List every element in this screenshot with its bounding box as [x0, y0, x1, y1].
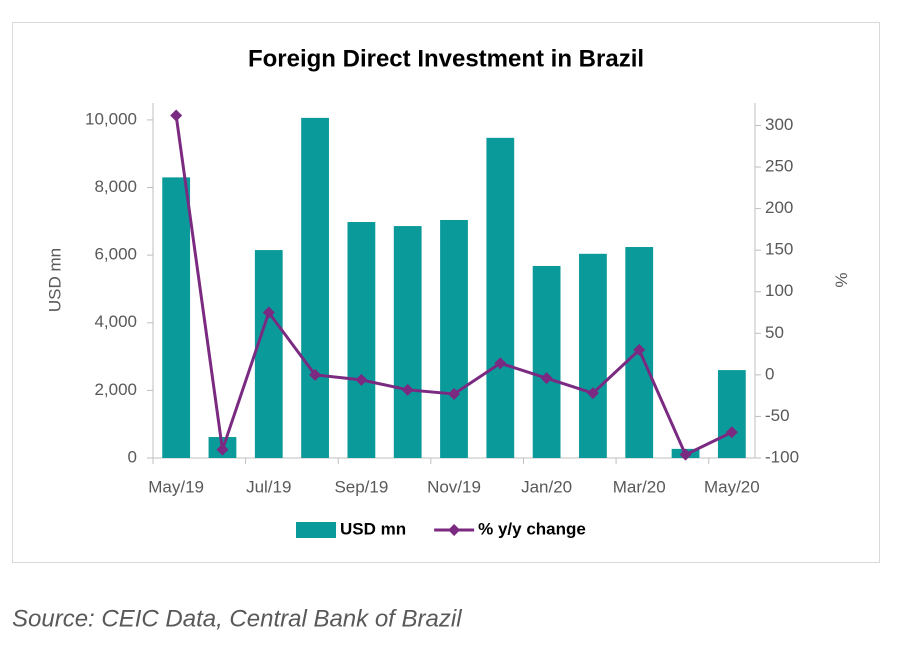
x-tick-label: Sep/19	[334, 477, 388, 496]
x-tick-label: Mar/20	[613, 477, 666, 496]
line-marker	[448, 387, 460, 400]
bar	[440, 219, 468, 458]
y-tick-label: 8,000	[94, 177, 137, 196]
bar	[254, 250, 283, 458]
line-marker	[633, 343, 646, 356]
line-marker	[540, 372, 553, 385]
y-tick-label: 4,000	[94, 312, 137, 331]
y2-tick-label: -50	[765, 406, 790, 425]
line-marker	[309, 368, 322, 381]
line-marker	[355, 373, 368, 386]
y2-axis-label: %	[832, 272, 851, 287]
y2-tick-label: 0	[765, 364, 774, 383]
y-axis-label: USD mn	[45, 248, 64, 312]
legend-label: USD mn	[340, 519, 406, 538]
x-tick-label: May/19	[148, 477, 204, 496]
line-marker	[401, 383, 414, 396]
y2-tick-label: 50	[765, 323, 784, 342]
line-marker	[679, 448, 692, 461]
bar	[532, 265, 561, 458]
bar	[301, 117, 329, 458]
legend-swatch	[296, 522, 336, 538]
y-tick-label: 0	[128, 447, 137, 466]
line-marker	[725, 426, 738, 439]
y2-tick-label: -100	[765, 447, 799, 466]
line-marker	[262, 306, 275, 319]
line-marker	[494, 357, 507, 370]
y-tick-label: 6,000	[94, 245, 137, 264]
bar	[486, 137, 515, 459]
y-tick-label: 10,000	[85, 109, 137, 128]
legend-label: % y/y change	[478, 519, 586, 538]
chart-title: Foreign Direct Investment in Brazil	[248, 45, 644, 72]
bar	[579, 253, 607, 458]
bar	[393, 226, 422, 458]
x-tick-label: Nov/19	[427, 477, 481, 496]
source-note: Source: CEIC Data, Central Bank of Brazi…	[12, 605, 462, 632]
line-marker	[170, 109, 183, 122]
x-tick-label: May/20	[704, 477, 760, 496]
line-marker	[216, 443, 229, 456]
x-tick-label: Jul/19	[246, 477, 291, 496]
y2-tick-label: 300	[765, 115, 793, 134]
line-marker	[586, 387, 599, 400]
bar	[717, 370, 746, 458]
y2-tick-label: 150	[765, 240, 793, 259]
bar	[347, 222, 376, 458]
x-tick-label: Jan/20	[521, 477, 572, 496]
y-tick-label: 2,000	[94, 380, 137, 399]
legend-swatch	[448, 524, 461, 536]
y2-tick-label: 100	[765, 281, 793, 300]
y2-tick-label: 250	[765, 157, 793, 176]
bar	[162, 177, 191, 458]
y2-tick-label: 200	[765, 198, 793, 217]
